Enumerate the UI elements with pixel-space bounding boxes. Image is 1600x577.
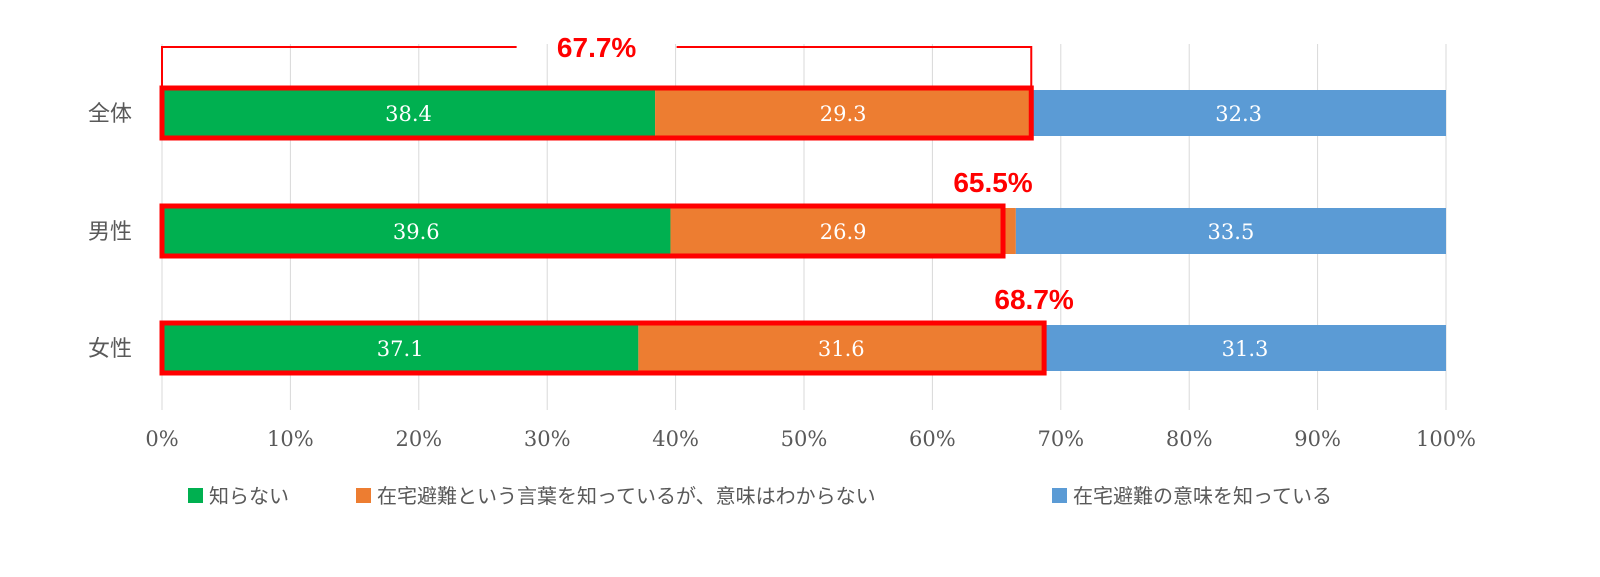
- annotation-label: 68.7%: [994, 284, 1073, 315]
- bar-segment: [670, 208, 1016, 254]
- data-label: 31.3: [1222, 337, 1269, 361]
- legend-label: 在宅避難という言葉を知っているが、意味はわからない: [377, 484, 876, 508]
- highlight-box: [159, 85, 1034, 141]
- x-tick-label: 80%: [1166, 427, 1213, 451]
- data-label: 31.6: [818, 337, 865, 361]
- data-label: 38.4: [385, 102, 432, 126]
- x-tick-label: 90%: [1294, 427, 1341, 451]
- data-label: 37.1: [377, 337, 424, 361]
- x-tick-label: 50%: [781, 427, 828, 451]
- bar-segment: [1015, 208, 1446, 254]
- bar-segment: [162, 325, 639, 371]
- x-tick-label: 30%: [524, 427, 571, 451]
- x-tick-label: 10%: [267, 427, 314, 451]
- legend-swatch: [188, 488, 203, 503]
- data-label: 33.5: [1208, 220, 1255, 244]
- annotation-label: 67.7%: [557, 32, 636, 63]
- annotation-bracket: [676, 46, 1033, 86]
- data-label: 32.3: [1215, 102, 1262, 126]
- x-tick-label: 40%: [652, 427, 699, 451]
- annotation-label: 65.5%: [953, 167, 1032, 198]
- x-tick-label: 0%: [145, 427, 178, 451]
- highlight-boxes: [159, 85, 1047, 376]
- annotation-bracket: [161, 46, 517, 86]
- legend-swatch: [1052, 488, 1067, 503]
- legend-swatch: [356, 488, 371, 503]
- bar-segment: [1044, 325, 1446, 371]
- bar-segment: [162, 90, 656, 136]
- x-tick-label: 70%: [1037, 427, 1084, 451]
- bar-segment: [655, 90, 1032, 136]
- category-label: 男性: [88, 220, 132, 245]
- data-label: 29.3: [820, 102, 867, 126]
- legend-label: 在宅避難の意味を知っている: [1073, 484, 1332, 508]
- data-label: 39.6: [393, 220, 440, 244]
- legend: 知らない 在宅避難という言葉を知っているが、意味はわからない 在宅避難の意味を知って…: [188, 484, 1332, 508]
- category-label: 全体: [88, 102, 132, 127]
- x-tick-label: 100%: [1416, 427, 1476, 451]
- bar-segment: [162, 208, 671, 254]
- data-label: 26.9: [820, 220, 867, 244]
- bar-segment: [638, 325, 1045, 371]
- legend-label: 知らない: [209, 484, 289, 508]
- highlight-box: [159, 203, 1006, 259]
- highlight-box: [159, 320, 1047, 376]
- bar-segment: [1031, 90, 1446, 136]
- x-tick-label: 60%: [909, 427, 956, 451]
- x-tick-labels: 0% 10% 20% 30% 40% 50% 60% 70% 80% 90% 100%: [145, 427, 1476, 451]
- annotations: 67.7% 65.5% 68.7%: [161, 32, 1074, 315]
- category-label: 女性: [88, 337, 132, 362]
- bars: 38.4 29.3 32.3 39.6 26.9 33.5 37.1 31.6 31.3: [162, 90, 1446, 371]
- x-tick-label: 20%: [395, 427, 442, 451]
